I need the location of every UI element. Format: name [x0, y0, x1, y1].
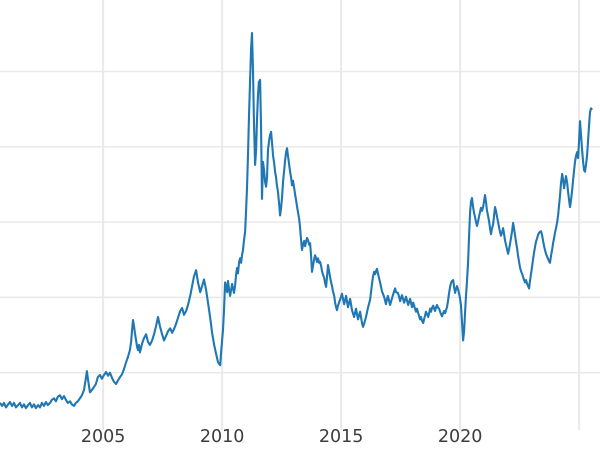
x-tick-label: 2020: [438, 427, 483, 447]
x-tick-label: 2005: [81, 427, 126, 447]
x-tick-label: 2010: [200, 427, 245, 447]
x-tick-label: 2015: [319, 427, 364, 447]
price-line: [0, 32, 593, 410]
